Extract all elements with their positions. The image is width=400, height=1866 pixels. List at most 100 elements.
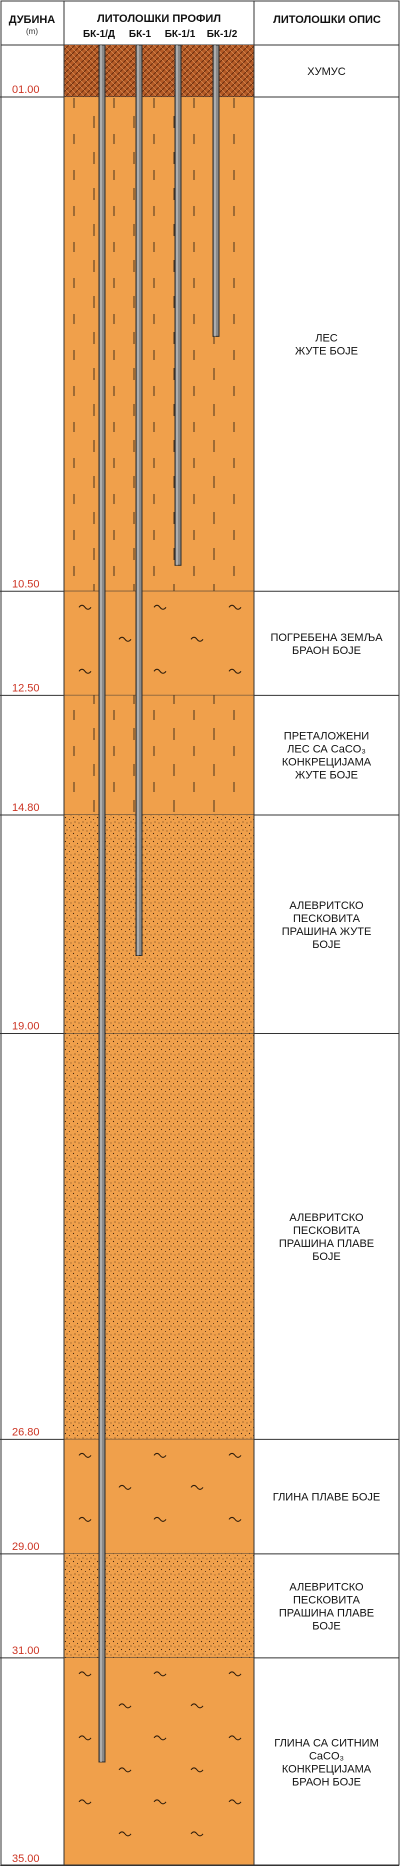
depth-label: 14.80 <box>12 802 40 814</box>
layer-description-line: ГЛИНА СА СИТНИМ <box>274 1737 378 1749</box>
description-column-title: ЛИТОЛОШКИ ОПИС <box>273 14 381 26</box>
layer-fill <box>64 1657 254 1866</box>
tilde-mark <box>228 668 242 674</box>
tilde-mark <box>153 1516 167 1522</box>
borehole-label: БК-1 <box>129 29 152 40</box>
tilde-mark <box>78 668 92 674</box>
tilde-mark <box>228 1735 242 1741</box>
layer-description-line: БОЈЕ <box>312 1620 341 1632</box>
tilde-mark <box>78 1516 92 1522</box>
tilde-mark <box>190 1767 204 1773</box>
tilde-mark <box>228 1671 242 1677</box>
tilde-marks <box>78 1452 242 1522</box>
tilde-mark <box>118 1484 132 1490</box>
layer-description-line: ПЕСКОВИТА <box>293 1225 361 1237</box>
tilde-mark <box>190 636 204 642</box>
depth-label: 35.00 <box>12 1853 40 1865</box>
layer-description-line: ЛЕС <box>315 333 338 345</box>
depth-column-title: ДУБИНА <box>9 14 56 26</box>
layer-tilde: 35.00 ГЛИНА СА СИТНИМCaCO₃КОНКРЕЦИЈАМАБРА… <box>0 1657 399 1866</box>
borehole-pipe <box>174 44 182 566</box>
tilde-marks <box>78 604 242 674</box>
tilde-mark <box>228 1799 242 1805</box>
borehole-pipe <box>98 44 106 1763</box>
pipe-body <box>135 44 143 956</box>
layer-description-line: ПРАШИНА ПЛАВЕ <box>279 1607 374 1619</box>
layer-description-line: ПРАШИНА ЖУТЕ <box>282 926 372 938</box>
layer-description-line: ПОГРЕБЕНА ЗЕМЉА <box>270 632 383 644</box>
depth-label: 19.00 <box>12 1021 40 1033</box>
tilde-mark <box>78 1452 92 1458</box>
tilde-mark <box>153 604 167 610</box>
tilde-mark <box>190 1831 204 1837</box>
pipe-body <box>212 44 220 337</box>
layer-tilde: 29.00 ГЛИНА ПЛАВЕ БОЈЕ <box>0 1439 399 1555</box>
boreholes <box>98 44 220 1763</box>
depth-label: 12.50 <box>12 682 40 694</box>
borehole-pipe <box>135 44 143 956</box>
layer-description-line: ЖУТЕ БОЈЕ <box>295 770 358 782</box>
tilde-mark <box>153 1452 167 1458</box>
layer-description-line: ГЛИНА ПЛАВЕ БОЈЕ <box>273 1492 380 1504</box>
layer-description-line: АЛЕВРИТСКО <box>289 1212 364 1224</box>
pipe-body <box>174 44 182 566</box>
borehole-label: БК-1/2 <box>207 29 238 40</box>
tilde-mark <box>153 1799 167 1805</box>
layer-description-line: КОНКРЕЦИЈАМА <box>282 757 372 769</box>
profile-column-title: ЛИТОЛОШКИ ПРОФИЛ <box>97 13 221 25</box>
layer-description-line: ЛЕС СА CaCO₃ <box>287 744 366 756</box>
layer-fill <box>64 815 254 1034</box>
tilde-mark <box>153 1735 167 1741</box>
depth-label: 31.00 <box>12 1645 40 1657</box>
layer-fill <box>64 695 254 816</box>
tilde-mark <box>118 1703 132 1709</box>
layer-fill <box>64 591 254 696</box>
tilde-mark <box>228 604 242 610</box>
pipe-body <box>98 44 106 1763</box>
borehole-pipe <box>212 44 220 337</box>
layer-description-line: ПРАШИНА ПЛАВЕ <box>279 1238 374 1250</box>
layer-humus: 01.00 ХУМУС <box>0 45 399 98</box>
layer-description-line: БОЈЕ <box>312 1251 341 1263</box>
tilde-mark <box>228 1516 242 1522</box>
layer-description-line: КОНКРЕЦИЈАМА <box>282 1763 372 1775</box>
layer-description-line: БРАОН БОЈЕ <box>292 645 361 657</box>
layer-fill <box>64 1033 254 1440</box>
tilde-mark <box>78 1671 92 1677</box>
tilde-mark <box>228 1452 242 1458</box>
depth-label: 10.50 <box>12 578 40 590</box>
tilde-mark <box>153 668 167 674</box>
layer-fill <box>64 1553 254 1658</box>
layer-description-line: АЛЕВРИТСКО <box>289 1581 364 1593</box>
layer-fill <box>64 45 254 98</box>
depth-label: 01.00 <box>12 84 40 96</box>
depth-label: 26.80 <box>12 1426 40 1438</box>
borehole-label: БК-1/Д <box>83 29 115 40</box>
borehole-label: БК-1/1 <box>165 29 196 40</box>
depth-label: 29.00 <box>12 1541 40 1553</box>
log-header: ДУБИНА (m) ЛИТОЛОШКИ ПРОФИЛ БК-1/Д БК-1 … <box>0 0 400 46</box>
layer-fill <box>64 97 254 592</box>
tilde-mark <box>118 1767 132 1773</box>
depth-unit: (m) <box>26 27 38 36</box>
tilde-mark <box>190 1703 204 1709</box>
layer-description-line: БОЈЕ <box>312 939 341 951</box>
layer-description-line: ЖУТЕ БОЈЕ <box>295 346 358 358</box>
tilde-mark <box>190 1484 204 1490</box>
layer-fill <box>64 1439 254 1554</box>
layer-description-line: ПЕСКОВИТА <box>293 1594 361 1606</box>
tilde-marks <box>78 1671 242 1837</box>
layer-description-line: ХУМУС <box>307 66 345 78</box>
layer-description-line: ПРЕТАЛОЖЕНИ <box>284 731 369 743</box>
layer-description-line: ПЕСКОВИТА <box>293 913 361 925</box>
tilde-mark <box>78 1799 92 1805</box>
layer-description-line: БРАОН БОЈЕ <box>292 1776 361 1788</box>
